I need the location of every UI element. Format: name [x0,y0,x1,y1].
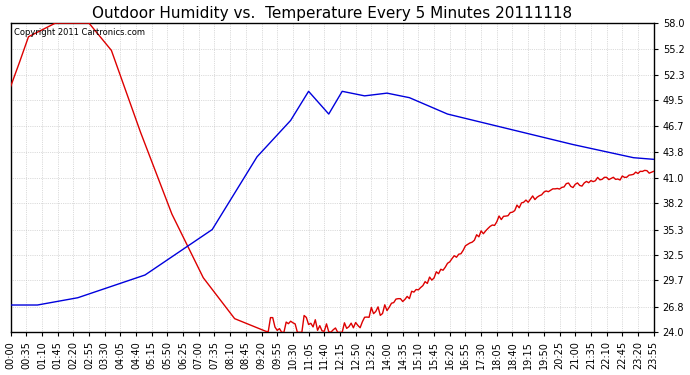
Title: Outdoor Humidity vs.  Temperature Every 5 Minutes 20111118: Outdoor Humidity vs. Temperature Every 5… [92,6,572,21]
Text: Copyright 2011 Cartronics.com: Copyright 2011 Cartronics.com [14,28,145,37]
